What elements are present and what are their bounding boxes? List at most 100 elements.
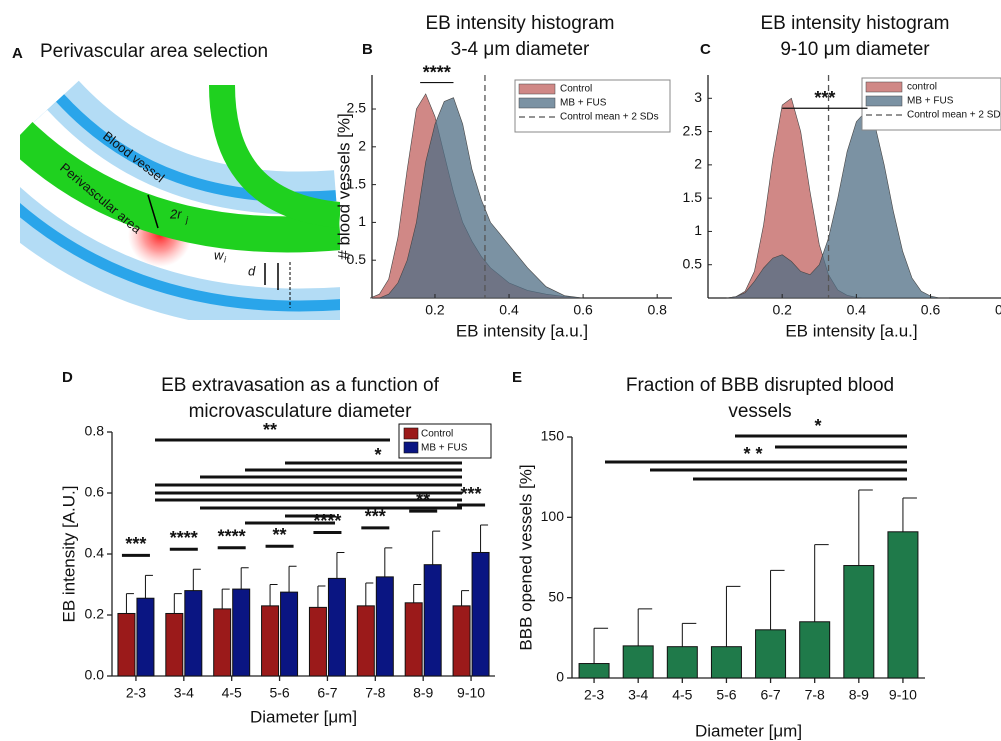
error-bar (480, 524, 489, 553)
error-bar (317, 585, 326, 608)
error-bar (637, 608, 653, 646)
error-bar (269, 584, 278, 606)
y-tick-label: 2 (358, 138, 366, 154)
significance-label: ** (273, 525, 287, 545)
y-tick-label: 0.5 (683, 255, 703, 271)
y-axis-label: # blood vessels [%] (334, 113, 353, 259)
error-bar (902, 497, 917, 532)
legend-swatch (865, 81, 903, 93)
bar (232, 588, 251, 677)
x-tick-label: 6-7 (760, 687, 780, 703)
d-label: d (248, 263, 256, 278)
y-tick-label: 0.8 (85, 423, 105, 439)
y-tick-label: 50 (548, 588, 564, 604)
significance-label: *** (365, 507, 386, 527)
error-bar (365, 582, 374, 606)
panel-letter: C (700, 41, 711, 58)
error-bar (413, 584, 422, 603)
x-axis-label: Diameter [μm] (250, 707, 357, 726)
significance-label: * (374, 445, 381, 465)
bar (799, 621, 831, 679)
panel-letter: E (512, 369, 522, 386)
x-tick-label: 0.6 (573, 302, 593, 318)
radius-label: 2r (169, 206, 182, 221)
y-tick-label: 2 (694, 156, 702, 172)
diagram-title: Perivascular area selection (40, 41, 268, 62)
bar (471, 551, 490, 677)
bar (136, 597, 155, 677)
error-bar (593, 627, 609, 664)
panel-a: A Perivascular area selection Blood vess… (12, 41, 340, 320)
x-tick-label: 7-8 (365, 685, 385, 701)
y-tick-label: 1.5 (683, 189, 703, 205)
bar (213, 608, 232, 677)
radius-sub: j (185, 214, 189, 224)
x-tick-label: 7-8 (805, 687, 825, 703)
y-tick-label: 0.2 (85, 606, 105, 622)
y-tick-label: 0.5 (347, 251, 367, 267)
legend-label: MB + FUS (560, 98, 607, 109)
error-bar (288, 565, 297, 593)
bar (843, 565, 875, 679)
x-tick-label: 0.6 (921, 302, 941, 318)
x-tick-label: 0.4 (847, 302, 867, 318)
error-bar (192, 568, 201, 591)
chart-title: microvasculature diameter (189, 401, 412, 422)
significance-label: * * (743, 444, 762, 464)
legend-swatch (865, 95, 903, 107)
vessel-branch (209, 84, 340, 228)
legend-label: control (907, 82, 937, 93)
significance-label: **** (218, 526, 246, 546)
error-bar (461, 590, 470, 606)
y-tick-label: 3 (694, 89, 702, 105)
panel-letter: D (62, 369, 73, 386)
legend-label: Control (421, 429, 453, 440)
y-tick-label: 0.6 (85, 484, 105, 500)
legend-label: MB + FUS (421, 443, 468, 454)
x-tick-label: 5-6 (269, 685, 289, 701)
significance-label: **** (313, 511, 341, 531)
x-tick-label: 8-9 (849, 687, 869, 703)
x-tick-label: 6-7 (317, 685, 337, 701)
legend-swatch (518, 83, 556, 95)
significance-label: **** (170, 528, 198, 548)
x-tick-label: 2-3 (584, 687, 604, 703)
bar (452, 605, 471, 677)
bar (666, 646, 698, 679)
significance-label: *** (814, 88, 835, 108)
error-bar (144, 574, 153, 599)
x-tick-label: 5-6 (716, 687, 736, 703)
error-bar (681, 622, 697, 647)
vessel (20, 121, 340, 253)
significance-label: * (814, 416, 821, 436)
width-label: w (214, 247, 225, 262)
bar (184, 590, 203, 677)
chart-title: vessels (728, 401, 791, 422)
error-bar (858, 489, 873, 566)
error-bar (432, 530, 441, 565)
x-tick-label: 4-5 (672, 687, 692, 703)
x-tick-label: 0.4 (499, 302, 519, 318)
x-axis-label: Diameter [μm] (695, 721, 802, 740)
vessel-drawing (20, 79, 340, 320)
legend-label: Control mean + 2 SDs (907, 110, 1001, 121)
bar (356, 605, 375, 677)
error-bar (814, 544, 829, 622)
x-tick-label: 9-10 (457, 685, 485, 701)
y-tick-label: 0.4 (85, 545, 105, 561)
chart-title: EB intensity histogram (760, 13, 949, 34)
bar (165, 612, 184, 677)
x-tick-label: 4-5 (222, 685, 242, 701)
density-area (370, 97, 584, 299)
chart-title: 3-4 μm diameter (451, 39, 590, 60)
bar (578, 663, 610, 679)
legend-swatch (403, 441, 419, 454)
error-bar (770, 569, 785, 630)
bar (755, 629, 787, 679)
legend-swatch (403, 427, 419, 440)
legend-label: Control mean + 2 SDs (560, 112, 659, 123)
y-tick-label: 2.5 (683, 122, 703, 138)
legend-swatch (518, 97, 556, 109)
bar (327, 577, 346, 677)
y-tick-label: 0.0 (85, 667, 105, 683)
